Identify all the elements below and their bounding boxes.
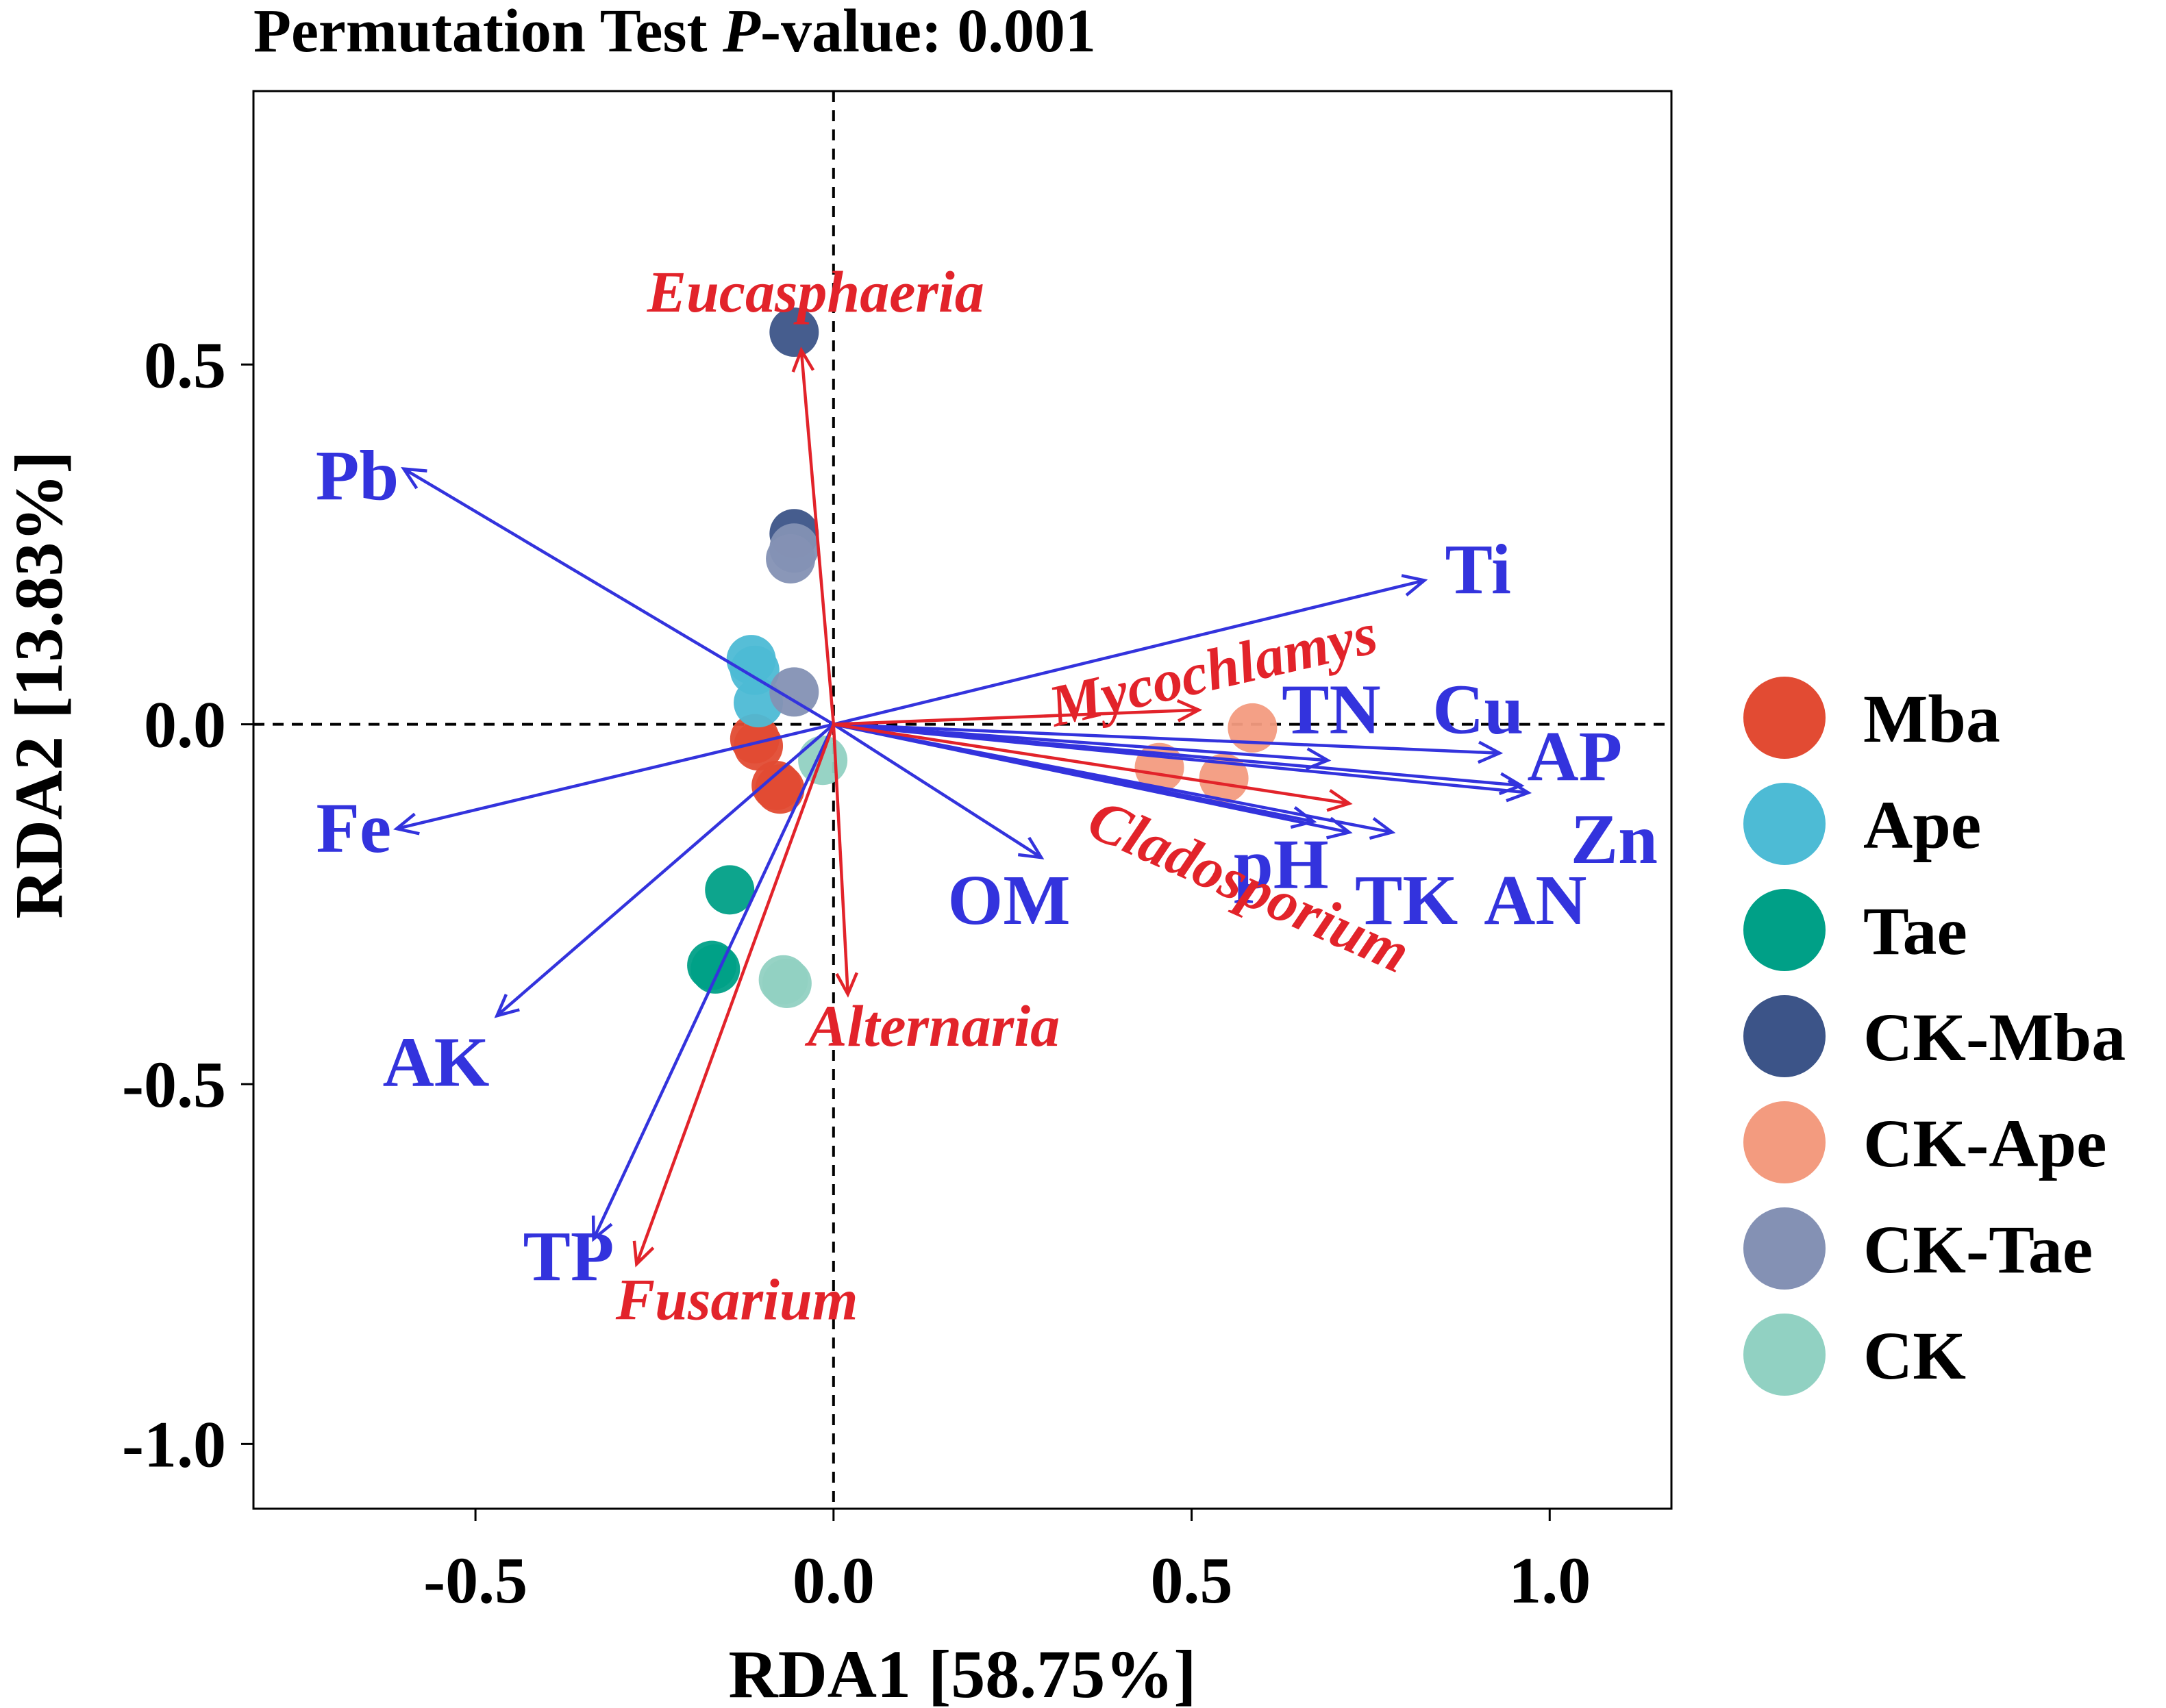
sample-point-ck [798,736,848,786]
env-arrow-zn-head [1506,779,1532,803]
legend-label-ck: CK [1863,1318,1966,1394]
env-arrow-ph-head [1290,806,1317,829]
sample-point-mba [755,764,805,814]
env-label-cu: Cu [1432,670,1523,749]
env-label-ti: Ti [1445,530,1511,609]
legend-swatch-ck [1743,1314,1826,1396]
sample-point-tae [705,865,755,915]
sample-point-tae [690,944,740,994]
y-tick-label: 0.5 [144,328,226,401]
env-arrow-ak-head [494,994,520,1018]
sample-point-ck-tae [769,667,819,717]
env-arrow-ti-head [1401,574,1428,596]
chart-title-suffix: -value: 0.001 [760,0,1096,65]
env-arrow-tp [592,723,835,1240]
sample-point-ck-ape [1228,703,1278,753]
env-label-om: OM [947,861,1070,940]
env-label-fe: Fe [316,789,392,868]
species-arrow-alternaria [832,724,849,994]
sample-point-ck-ape [1199,753,1249,803]
legend-swatch-ck-mba [1743,995,1826,1077]
env-label-ap: AP [1528,717,1623,796]
env-arrow-fe [396,723,834,831]
env-arrow-om-head [1017,836,1045,859]
vector-arrows [393,347,1532,1268]
env-arrow-pb [403,467,834,726]
env-arrow-ti [833,579,1425,726]
species-arrow-mycochlamys-head [1176,699,1203,723]
env-label-ph: pH [1234,825,1329,904]
env-label-ak: AK [383,1023,490,1102]
x-tick-label: -0.5 [423,1544,527,1617]
y-tick-label: -0.5 [122,1048,226,1121]
env-label-pb: Pb [316,436,399,515]
chart-title-prefix: Permutation Test [253,0,723,65]
sample-point-ck-mba [769,307,819,357]
species-arrow-cladosporium-head [1326,789,1353,812]
reference-lines [253,91,1671,1509]
x-axis-label: RDA1 [58.75%] [728,1636,1196,1708]
species-label-fusarium: Fusarium [615,1266,858,1332]
env-arrow-tp-head [591,1215,613,1242]
legend-swatch-ck-tae [1743,1207,1826,1290]
legend-label-ck-mba: CK-Mba [1863,999,2126,1075]
env-arrow-fe-head [393,812,420,836]
species-arrow-cladosporium [833,723,1349,805]
species-arrow-fusarium [635,723,835,1265]
env-label-an: AN [1484,861,1586,940]
x-tick-label: 0.0 [793,1544,875,1617]
species-label-alternaria: Alternaria [804,993,1060,1059]
legend-label-tae: Tae [1863,893,1967,969]
chart-title: Permutation Test P-value: 0.001 [253,0,1096,65]
species-arrow-alternaria-head [835,972,858,998]
sample-point-mba [730,714,780,764]
env-arrow-cu-head [1477,740,1504,764]
axes: -0.5 0.0 0.5 1.0 -1.0 -0.5 0.0 0.5 [122,328,1591,1617]
x-tick-label: 0.5 [1151,1544,1233,1617]
legend: Mba Ape Tae CK-Mba CK-Ape CK-Tae CK [1743,677,2126,1396]
sample-point-ck [762,958,812,1008]
env-arrow-an-head [1369,817,1396,840]
env-arrow-cu [833,723,1500,755]
env-label-tp: TP [523,1217,614,1296]
species-arrow-mycochlamys [833,708,1199,726]
species-arrow-eucasphaeria-head [791,347,815,373]
env-label-zn: Zn [1571,800,1658,879]
env-arrow-pb-head [401,467,427,490]
legend-swatch-ape [1743,783,1826,865]
legend-swatch-tae [1743,889,1826,971]
y-axis-label: RDA2 [13.83%] [1,451,77,918]
env-arrow-om [832,723,1043,859]
legend-label-mba: Mba [1863,681,2000,757]
species-arrow-eucasphaeria [799,350,836,725]
legend-label-ck-tae: CK-Tae [1863,1211,2093,1288]
env-label-tk: TK [1355,861,1458,940]
env-label-tn: TN [1282,670,1380,749]
y-tick-label: -1.0 [122,1407,226,1481]
y-tick-label: 0.0 [144,688,226,762]
legend-swatch-ck-ape [1743,1101,1826,1183]
chart-title-italic: P [722,0,761,65]
plot-frame [252,90,1673,1510]
legend-label-ape: Ape [1863,787,1981,863]
species-label-eucasphaeria: Eucasphaeria [647,259,984,325]
species-arrow-fusarium-head [632,1240,655,1268]
legend-swatch-mba [1743,677,1826,759]
env-arrow-an [833,723,1393,834]
x-tick-label: 1.0 [1508,1544,1591,1617]
legend-label-ck-ape: CK-Ape [1863,1105,2107,1181]
env-arrow-zn [833,723,1529,794]
env-arrow-ak [495,723,835,1017]
sample-point-ck-tae [769,523,819,573]
